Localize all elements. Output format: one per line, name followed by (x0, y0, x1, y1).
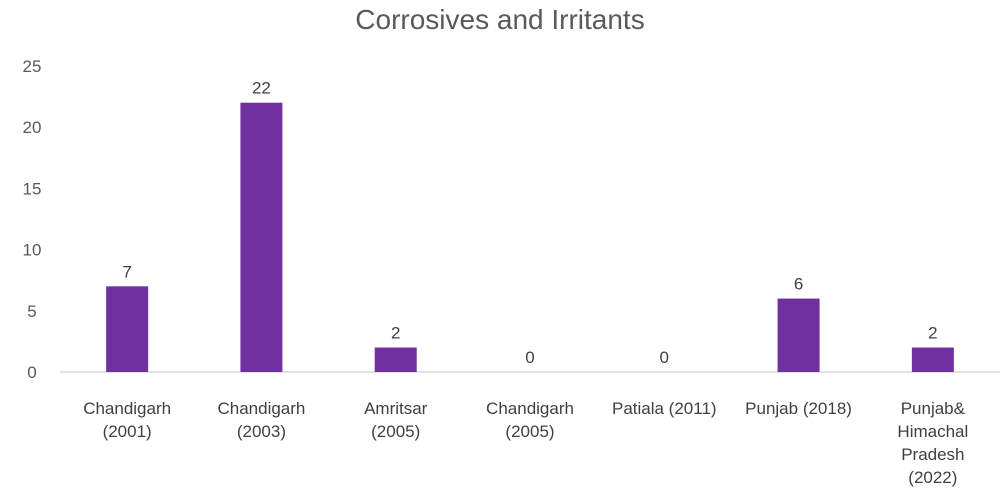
data-label: 7 (122, 262, 131, 281)
data-label: 2 (391, 324, 400, 343)
category-label: Chandigarh (83, 399, 171, 418)
category-label: (2001) (103, 422, 152, 441)
bar (911, 347, 954, 372)
chart-title: Corrosives and Irritants (355, 4, 645, 35)
category-label: (2003) (237, 422, 286, 441)
y-tick-label: 10 (23, 241, 42, 260)
category-label: Chandigarh (217, 399, 305, 418)
data-label: 2 (928, 324, 937, 343)
bar (240, 102, 283, 372)
category-label: (2005) (371, 422, 420, 441)
data-label: 6 (794, 275, 803, 294)
bar (374, 347, 417, 372)
category-label: Punjab& (901, 399, 966, 418)
data-label: 0 (660, 348, 669, 367)
category-label: Himachal (897, 422, 968, 441)
y-tick-label: 25 (23, 57, 42, 76)
category-label: Punjab (2018) (745, 399, 852, 418)
category-label: Chandigarh (486, 399, 574, 418)
y-tick-label: 5 (27, 302, 36, 321)
category-label: (2005) (505, 422, 554, 441)
category-label: (2022) (908, 468, 957, 487)
data-label: 0 (525, 348, 534, 367)
y-tick-label: 20 (23, 118, 42, 137)
y-tick-label: 0 (27, 363, 36, 382)
bar (777, 298, 820, 372)
category-label: Patiala (2011) (612, 399, 717, 418)
y-tick-label: 15 (23, 179, 42, 198)
category-label: Amritsar (364, 399, 428, 418)
bar (106, 286, 149, 372)
data-label: 22 (252, 79, 271, 98)
category-label: Pradesh (901, 445, 964, 464)
